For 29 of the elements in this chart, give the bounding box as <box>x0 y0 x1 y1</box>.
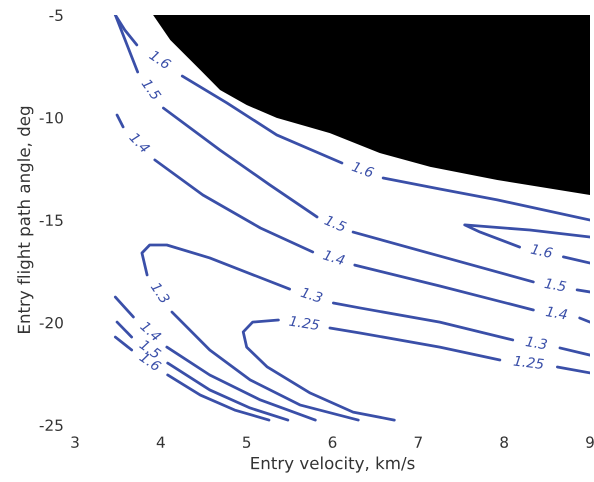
y-tick-label: -10 <box>40 112 63 124</box>
text: 1.4 <box>140 320 162 342</box>
y-tick-label: -5 <box>49 10 63 22</box>
text: 1.25 <box>288 315 320 330</box>
text: 1.5 <box>324 214 347 232</box>
text: 1.4 <box>129 132 150 154</box>
text: 1.4 <box>322 249 346 266</box>
text: 1.5 <box>141 78 162 101</box>
x-tick-label: 7 <box>414 436 422 448</box>
text: 1.3 <box>525 336 548 350</box>
x-tick-label: 5 <box>242 436 250 448</box>
text: 1.4 <box>546 306 568 320</box>
x-tick-label: 6 <box>328 436 336 448</box>
x-tick-label: 9 <box>586 436 594 448</box>
text: 1.3 <box>150 281 171 304</box>
x-tick-label: 4 <box>156 436 165 448</box>
y-tick-label: -20 <box>40 316 63 329</box>
x-tick-label: 8 <box>500 436 508 448</box>
text: 1.3 <box>300 286 324 303</box>
y-tick-label: -25 <box>40 419 63 432</box>
text: 1.6 <box>530 243 554 258</box>
y-tick-label: -15 <box>40 214 63 226</box>
text: 1.5 <box>544 278 566 292</box>
text: 1.25 <box>513 355 544 370</box>
text: 1.6 <box>148 49 172 70</box>
x-tick-label: 3 <box>71 436 79 448</box>
y-axis-title: Entry flight path angle, deg <box>17 106 34 333</box>
x-axis-title: Entry velocity, km/s <box>251 456 414 473</box>
text: 1.6 <box>351 160 375 178</box>
